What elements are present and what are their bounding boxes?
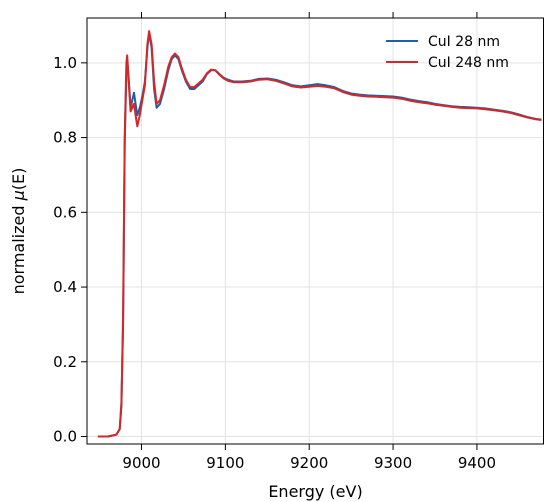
legend-label-1: CuI 28 nm	[428, 34, 500, 50]
y-tick-label: 0.0	[53, 428, 77, 446]
grid-lines	[87, 18, 544, 444]
y-tick-label: 0.2	[53, 353, 77, 371]
y-axis-label-suffix: (E)	[9, 168, 28, 191]
plot-frame	[86, 17, 544, 445]
x-tick-label: 9400	[458, 454, 496, 472]
y-tick-label: 0.8	[53, 129, 77, 147]
x-tick-label: 9000	[122, 454, 160, 472]
axis-ticks: 9000 9100 9200 9300 9400 0.0 0.2 0.4 0.6 0.8 1.0	[53, 12, 496, 472]
legend-label-2: CuI 248 nm	[428, 55, 509, 71]
series-layer	[97, 30, 542, 438]
x-tick-label: 9300	[374, 454, 412, 472]
y-tick-label: 1.0	[53, 54, 77, 72]
y-axis-label-prefix: normalized	[9, 200, 28, 294]
x-tick-label: 9200	[290, 454, 328, 472]
y-axis-label-symbol: μ	[9, 190, 28, 201]
legend: CuI 28 nm CuI 248 nm	[386, 34, 509, 71]
y-tick-label: 0.6	[53, 203, 77, 221]
series-line-1	[97, 31, 542, 438]
y-tick-label: 0.4	[53, 278, 77, 296]
y-axis-label: normalized μ(E)	[9, 168, 28, 295]
series-line-2	[97, 30, 542, 438]
x-tick-label: 9100	[206, 454, 244, 472]
x-axis-label: Energy (eV)	[268, 482, 362, 501]
